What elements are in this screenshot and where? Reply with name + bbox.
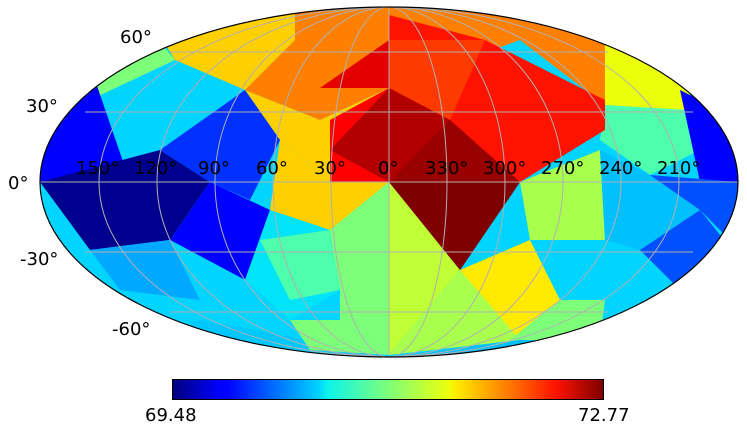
region-blue-left3: [170, 182, 270, 280]
lon-label: 300°: [483, 158, 526, 179]
region-navy-left: [40, 150, 210, 250]
region-cyan-right2: [600, 150, 700, 250]
region-north-yellow-right: [605, 30, 690, 130]
region-yellow-center: [270, 140, 389, 230]
lon-label: 330°: [425, 158, 468, 179]
map-outline: [39, 6, 739, 358]
region-red-top-right: [389, 40, 485, 120]
colorbar-max-label: 72.77: [578, 405, 630, 426]
lat-label: -30°: [20, 249, 58, 270]
lat-labels: 60° 30° 0° -30° -60°: [8, 27, 152, 340]
lon-label: 240°: [599, 158, 642, 179]
lon-label: 30°: [314, 158, 346, 179]
lat-label: 30°: [26, 96, 58, 117]
region-south-blue-left: [90, 240, 200, 300]
graticule: [40, 7, 738, 357]
region-green-center2: [260, 230, 340, 300]
colorbar-min-label: 69.48: [145, 405, 197, 426]
lon-label: 60°: [256, 158, 288, 179]
lon-label: 210°: [657, 158, 700, 179]
lat-label: -60°: [112, 319, 150, 340]
map-pixels: [40, 7, 738, 357]
region-blue-right2: [650, 175, 738, 250]
lon-label: 120°: [134, 158, 177, 179]
region-blue-left2: [160, 90, 280, 200]
region-north-cyan-right: [600, 105, 700, 175]
lat-label: 60°: [120, 27, 152, 48]
lon-label: 90°: [198, 158, 230, 179]
region-yellow-right: [460, 240, 560, 340]
lat-label: 0°: [8, 173, 28, 194]
region-south-green-mid: [290, 320, 389, 355]
colorbar: [172, 379, 604, 400]
lon-label: 0°: [378, 158, 398, 179]
region-darkred-lower: [389, 182, 520, 270]
lon-labels: 150° 120° 90° 60° 30° 0° 330° 300° 270° …: [76, 158, 700, 179]
lon-label: 150°: [76, 158, 119, 179]
region-red-left: [245, 15, 389, 120]
lon-label: 270°: [541, 158, 584, 179]
